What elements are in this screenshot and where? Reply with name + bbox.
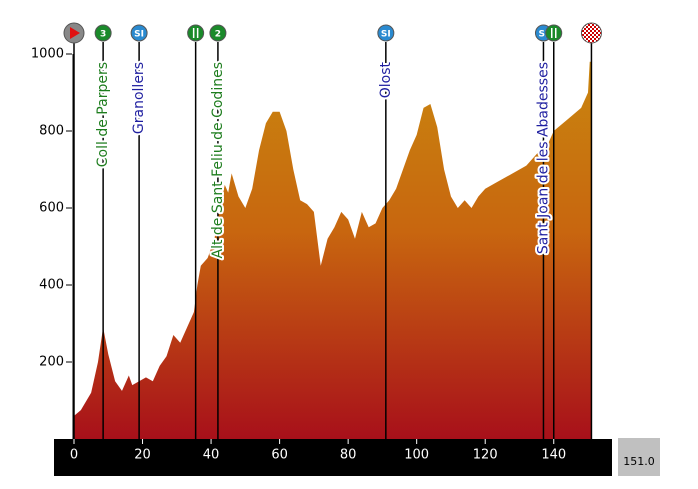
x-tick-label: 80 xyxy=(340,448,357,463)
start-arrow xyxy=(70,27,80,39)
marker-icon-text: SI xyxy=(539,30,549,40)
marker-icon xyxy=(94,24,112,42)
x-tick-label: 100 xyxy=(404,448,429,463)
marker-label: Coll de Parpers xyxy=(95,62,111,167)
y-tick-label: 200 xyxy=(39,355,64,370)
y-tick-label: 400 xyxy=(39,278,64,293)
marker-icon-text: 2 xyxy=(215,30,221,40)
marker-icon xyxy=(209,24,227,42)
marker-icon xyxy=(377,24,395,42)
x-tick-label: 20 xyxy=(134,448,151,463)
x-tick-label: 60 xyxy=(271,448,288,463)
x-tick-label: 120 xyxy=(473,448,498,463)
marker-icon xyxy=(545,24,563,42)
marker-icon-text: SI xyxy=(381,30,391,40)
x-tick-label: 0 xyxy=(70,448,78,463)
marker-icon-text: 3 xyxy=(100,30,106,40)
marker-icon-text: SI xyxy=(134,30,144,40)
x-tick-label: 40 xyxy=(203,448,220,463)
total-distance: 151.0 xyxy=(623,455,655,468)
y-tick-label: 600 xyxy=(39,201,64,216)
y-tick-label: 800 xyxy=(39,124,64,139)
marker-icon xyxy=(130,24,148,42)
x-tick-label: 140 xyxy=(541,448,566,463)
marker-label: Olost xyxy=(378,61,394,98)
elevation-area xyxy=(74,61,592,439)
distance-box xyxy=(618,438,660,476)
y-tick-label: 1000 xyxy=(31,47,64,62)
x-axis-bar xyxy=(54,439,612,476)
marker-icon xyxy=(187,24,205,42)
marker-label: Alt de Sant Feliu de Codines xyxy=(210,62,226,259)
marker-label: Granollers xyxy=(131,62,147,134)
marker-icon xyxy=(580,22,602,44)
marker-label: Sant Joan de les Abadesses xyxy=(535,62,551,254)
